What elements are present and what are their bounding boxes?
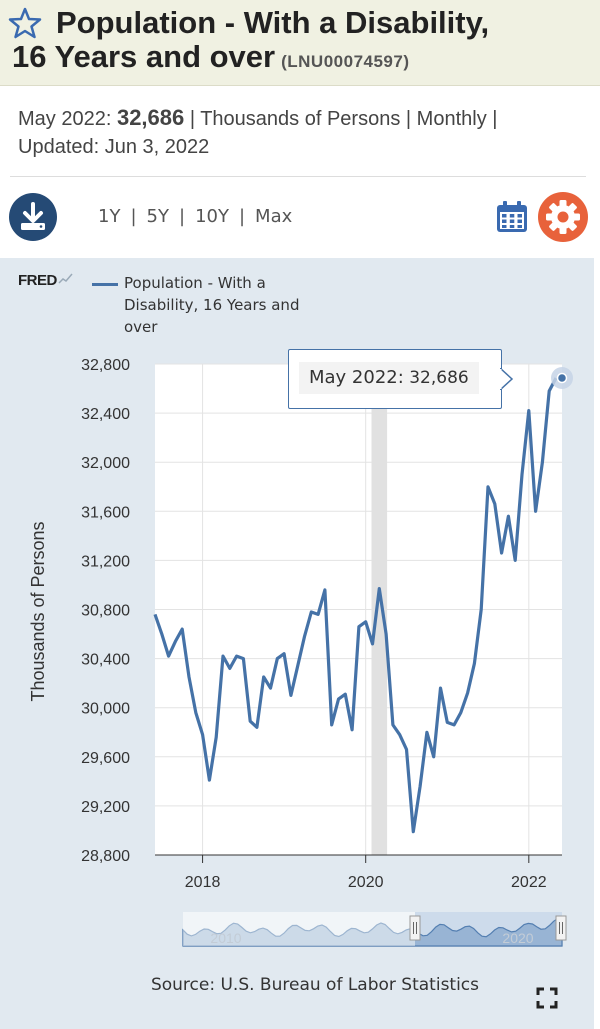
range-10y[interactable]: 10Y <box>195 206 229 227</box>
gear-icon <box>546 200 580 234</box>
fred-logo-graph-icon <box>58 273 73 284</box>
y-tick-label: 30,400 <box>81 652 130 669</box>
calendar-icon[interactable] <box>495 200 529 234</box>
series-line <box>153 377 558 834</box>
range-separator: | <box>178 206 186 227</box>
y-tick-label: 28,800 <box>81 848 130 865</box>
x-tick-label: 2022 <box>511 874 547 891</box>
range-separator: | <box>238 206 246 227</box>
navigator-label: 2010 <box>210 930 241 946</box>
range-5y[interactable]: 5Y <box>146 206 169 227</box>
source-note: Source: U.S. Bureau of Labor Statistics <box>150 975 480 995</box>
latest-period: May 2022: <box>18 108 112 130</box>
y-tick-label: 30,000 <box>81 701 130 718</box>
legend-swatch <box>92 283 118 286</box>
settings-button[interactable] <box>538 192 588 242</box>
y-tick-label: 30,800 <box>81 603 130 620</box>
y-axis-title: Thousands of Persons <box>28 521 48 701</box>
separator: | <box>189 108 196 130</box>
x-tick-label: 2020 <box>348 874 384 891</box>
separator: | <box>492 108 498 130</box>
navigator-handle-right[interactable] <box>555 915 567 941</box>
y-tick-label: 32,400 <box>81 406 130 423</box>
navigator-selection <box>415 912 562 946</box>
x-tick-label: 2018 <box>185 874 221 891</box>
y-tick-label: 31,600 <box>81 504 130 521</box>
tooltip-value: 32,686 <box>409 368 469 388</box>
legend-label: Population - With a Disability, 16 Years… <box>124 274 300 336</box>
separator: | <box>405 108 412 130</box>
updated-date: Jun 3, 2022 <box>104 136 210 158</box>
fullscreen-icon[interactable] <box>536 987 558 1009</box>
series-meta: May 2022: 32,686 | Thousands of Persons … <box>18 104 588 161</box>
frequency-label: Monthly <box>416 108 487 130</box>
title-line-1: Population - With a Disability, <box>56 5 490 40</box>
navigator-handle-left[interactable] <box>409 915 421 941</box>
chart-tooltip: May 2022: 32,686 <box>288 349 502 409</box>
latest-value: 32,686 <box>116 105 185 130</box>
y-tick-label: 29,600 <box>81 750 130 767</box>
page-title: Population - With a Disability, 16 Years… <box>12 6 592 79</box>
title-line-2: 16 Years and over <box>12 39 276 74</box>
range-1y[interactable]: 1Y <box>98 206 121 227</box>
divider <box>10 176 586 177</box>
y-tick-label: 32,000 <box>81 455 130 472</box>
tooltip-pointer <box>500 368 514 390</box>
fred-logo: FRED <box>18 272 74 289</box>
title-bar: Population - With a Disability, 16 Years… <box>0 0 600 86</box>
date-range-selector: 1Y | 5Y | 10Y | Max <box>98 206 292 227</box>
recession-shading <box>371 364 388 855</box>
chart-toolbar: 1Y | 5Y | 10Y | Max <box>0 190 600 246</box>
navigator-outside-mask <box>183 912 415 946</box>
units-label: Thousands of Persons <box>200 108 401 130</box>
updated-label: Updated: <box>18 136 100 158</box>
range-separator: | <box>130 206 137 227</box>
tooltip-date: May 2022: <box>309 367 404 388</box>
range-max[interactable]: Max <box>255 206 293 227</box>
y-tick-label: 32,800 <box>81 357 130 374</box>
download-button[interactable] <box>9 193 57 241</box>
star-outline-icon[interactable] <box>8 6 42 40</box>
navigator-label: 2020 <box>502 930 533 946</box>
tooltip-content: May 2022: 32,686 <box>299 362 479 394</box>
y-tick-label: 31,200 <box>81 553 130 570</box>
download-icon <box>21 202 45 230</box>
series-id: (LNU00074597) <box>281 52 410 71</box>
fred-logo-text: FRED <box>18 272 57 289</box>
data-point-highlight <box>556 372 568 384</box>
y-tick-label: 29,200 <box>81 799 130 816</box>
chart-legend: Population - With a Disability, 16 Years… <box>92 272 302 338</box>
